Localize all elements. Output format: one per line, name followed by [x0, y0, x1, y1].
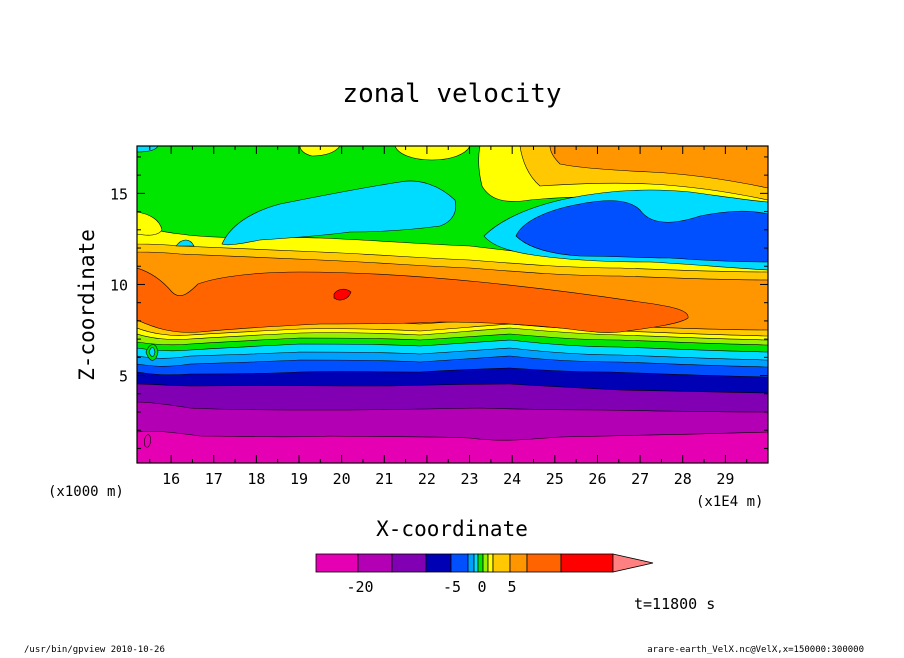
x-axis-label: X-coordinate	[376, 517, 528, 541]
y-tick-label: 15	[110, 185, 128, 203]
colorbar-segment	[509, 553, 528, 573]
x-tick-label: 21	[375, 470, 393, 488]
colorbar-segment	[487, 553, 494, 573]
footer-left: /usr/bin/gpview 2010-10-26	[24, 645, 165, 654]
x-tick-label: 27	[631, 470, 649, 488]
region-left-loop	[144, 434, 151, 448]
x-tick-label: 29	[716, 470, 734, 488]
colorbar-segment	[477, 553, 484, 573]
x-axis: 16 17 18 19 20 21 22 23 24 25 26 27 28 29	[149, 146, 748, 488]
x-tick-label: 26	[588, 470, 606, 488]
colorbar-tick-label: 0	[477, 578, 486, 596]
colorbar-segment	[315, 553, 359, 573]
y-axis: 5 10 15	[110, 156, 768, 449]
colorbar-segment	[492, 553, 511, 573]
x-tick-label: 19	[290, 470, 308, 488]
chart-title: zonal velocity	[342, 79, 561, 109]
region-topright-orange	[549, 146, 768, 189]
contour-field	[137, 146, 768, 463]
x-tick-label: 25	[546, 470, 564, 488]
x-tick-label: 24	[503, 470, 521, 488]
x-tick-label: 22	[418, 470, 436, 488]
region-top-yellow-a	[299, 146, 341, 157]
region-core-red	[333, 288, 352, 301]
x-tick-label: 28	[674, 470, 692, 488]
colorbar-segment	[425, 553, 452, 573]
region-top-yellow-b	[394, 146, 471, 161]
colorbar-segment	[473, 553, 479, 573]
colorbar-tick-label: -20	[346, 578, 373, 596]
region-core-darkorange	[137, 267, 689, 333]
region-blue-right	[515, 200, 768, 263]
region-cyan-mid	[221, 180, 457, 246]
x-tick-label: 17	[205, 470, 223, 488]
region-cyan-small-left	[175, 239, 195, 247]
time-label: t=11800 s	[634, 595, 715, 613]
colorbar-segment	[391, 553, 427, 573]
x-tick-label: 18	[247, 470, 265, 488]
colorbar	[315, 553, 654, 573]
x-tick-label: 16	[162, 470, 180, 488]
y-axis-label: Z-coordinate	[75, 229, 99, 381]
colorbar-segment	[482, 553, 489, 573]
colorbar-segment	[450, 553, 469, 573]
y-tick-label: 5	[119, 368, 128, 386]
colorbar-extension	[612, 553, 654, 573]
region-left-blob-inner	[148, 347, 156, 357]
y-tick-label: 10	[110, 276, 128, 294]
footer-right: arare-earth_VelX.nc@VelX,x=150000:300000	[647, 645, 864, 654]
plot-frame	[136, 145, 769, 464]
colorbar-tick-label: -5	[443, 578, 461, 596]
colorbar-segment	[560, 553, 614, 573]
colorbar-segment	[526, 553, 562, 573]
region-left-yellow	[137, 211, 163, 236]
colorbar-segment	[467, 553, 475, 573]
colorbar-tick-label: 5	[507, 578, 516, 596]
x-tick-label: 23	[461, 470, 479, 488]
x-unit-right: (x1E4 m)	[696, 494, 763, 510]
colorbar-ticks: -20 -5 0 5	[346, 578, 516, 596]
x-unit-left: (x1000 m)	[48, 484, 124, 500]
x-tick-label: 20	[333, 470, 351, 488]
colorbar-segment	[357, 553, 393, 573]
